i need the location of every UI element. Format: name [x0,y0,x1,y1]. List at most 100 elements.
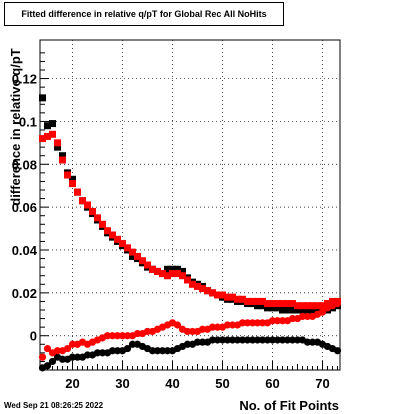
data-point-square [79,197,86,205]
data-point-square [174,270,181,278]
data-point-circle [108,347,117,355]
data-point-circle [73,353,82,361]
data-point-square [179,272,186,280]
data-point-circle [83,351,92,359]
x-tick-label: 40 [165,376,179,391]
data-point-square [184,276,191,284]
data-point-square [289,300,296,308]
data-point-square [44,122,51,130]
data-point-circle [238,336,247,344]
data-point-square [209,289,216,297]
data-point-circle [93,349,102,357]
data-point-circle [213,336,222,344]
data-point-square [299,306,306,314]
data-point-square [264,300,271,308]
data-point-square [139,257,146,265]
data-point-square [284,300,291,308]
data-point-square [259,302,266,310]
data-point-square [39,135,46,143]
data-point-circle [58,355,67,363]
data-point-square [224,293,231,301]
data-point-square [294,302,301,310]
data-point-square [64,171,71,179]
data-point-square [314,306,321,314]
data-point-square [299,302,306,310]
data-point-circle [233,336,242,344]
x-tick-label: 20 [65,376,79,391]
data-point-circle [133,329,142,338]
data-point-square [69,180,76,188]
x-tick-label: 70 [315,376,329,391]
data-point-square [279,300,286,308]
chart-title-box: Fitted difference in relative q/pT for G… [4,2,284,26]
data-point-square [154,267,161,275]
data-point-square [189,280,196,288]
data-point-square [319,302,326,310]
y-tick-label: 0.12 [12,72,37,87]
data-point-circle [198,325,207,333]
data-point-circle [248,319,257,327]
data-point-circle [333,299,342,308]
data-point-circle [163,347,172,355]
data-point-circle [158,347,167,355]
data-point-circle [208,323,217,331]
data-point-square [229,293,236,301]
data-point-circle [288,336,297,344]
data-point-square [164,265,171,273]
data-point-square [159,270,166,278]
data-point-square [244,297,251,305]
data-point-square [274,304,281,312]
plot-frame [39,39,341,371]
data-point-square [164,272,171,280]
series-1-markers [38,336,342,372]
data-point-circle [303,312,312,321]
data-point-square [99,220,106,228]
data-point-circle [123,332,132,340]
data-point-square [269,304,276,312]
series-2-markers [39,130,341,310]
data-point-circle [243,336,252,344]
data-point-square [54,139,61,147]
data-point-circle [303,338,312,346]
data-point-square [119,240,126,248]
chart-title: Fitted difference in relative q/pT for G… [21,9,267,19]
data-point-circle [43,362,52,370]
data-point-circle [273,317,282,325]
data-point-circle [183,327,192,336]
data-point-square [174,265,181,273]
data-point-circle [213,323,222,331]
data-point-circle [228,321,237,329]
data-point-circle [268,336,277,344]
y-tick-label: 0.04 [12,243,38,258]
data-point-circle [48,357,57,366]
axis-ticks [40,52,338,371]
x-tick-label: 50 [215,376,229,391]
data-point-square [49,130,56,138]
series-3-markers [38,299,342,361]
data-point-square [74,188,81,196]
data-point-circle [123,344,132,353]
data-point-circle [258,336,267,344]
data-point-square [194,282,201,290]
data-point-square [169,270,176,278]
data-point-circle [113,347,122,355]
data-point-circle [223,336,232,344]
data-point-square [89,207,96,215]
data-point-circle [293,336,302,344]
data-point-circle [113,332,122,340]
data-point-circle [68,353,77,361]
data-point-circle [208,336,217,344]
data-point-square [304,306,311,314]
x-axis-label: No. of Fit Points [239,398,339,413]
data-point-circle [108,332,117,340]
data-point-circle [128,340,137,348]
data-point-square [204,287,211,295]
y-tick-label: 0.02 [12,286,37,301]
data-point-square [324,300,331,308]
data-point-square [179,267,186,275]
data-point-circle [218,336,227,344]
data-point-square [274,300,281,308]
data-point-circle [223,321,232,329]
data-point-circle [68,340,77,348]
